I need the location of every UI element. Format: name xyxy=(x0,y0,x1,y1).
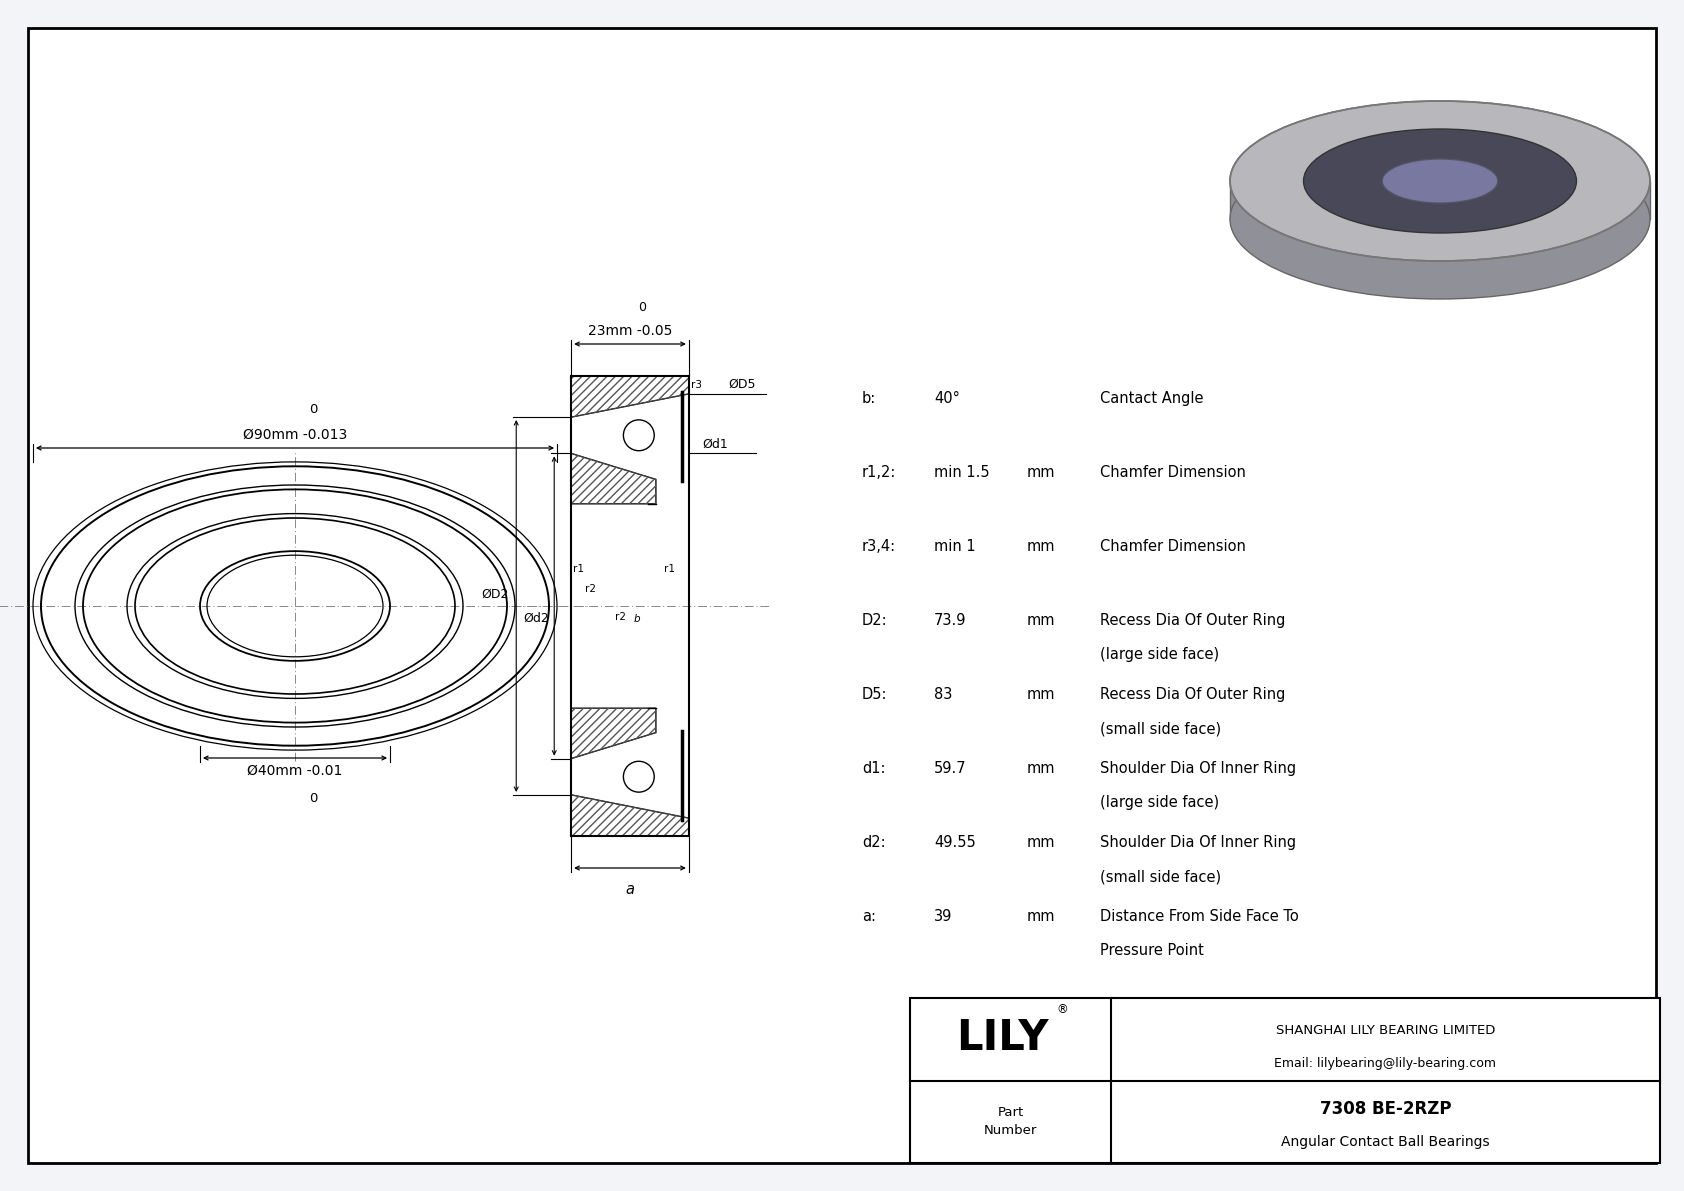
Text: mm: mm xyxy=(1027,613,1056,628)
Polygon shape xyxy=(571,454,655,504)
Text: ØD2: ØD2 xyxy=(482,587,509,600)
Text: Part
Number: Part Number xyxy=(983,1106,1037,1137)
Polygon shape xyxy=(571,794,689,836)
Text: r2: r2 xyxy=(615,612,626,622)
Text: min 1.5: min 1.5 xyxy=(935,464,990,480)
Text: 49.55: 49.55 xyxy=(935,835,975,850)
Text: r4: r4 xyxy=(667,380,677,389)
Text: Pressure Point: Pressure Point xyxy=(1100,943,1204,958)
Ellipse shape xyxy=(1383,160,1497,202)
Text: b: b xyxy=(633,615,640,624)
Text: a:: a: xyxy=(862,909,876,924)
Bar xyxy=(1229,181,1650,219)
Ellipse shape xyxy=(1229,139,1650,299)
Text: 0: 0 xyxy=(308,792,317,805)
Text: Shoulder Dia Of Inner Ring: Shoulder Dia Of Inner Ring xyxy=(1100,761,1297,777)
Text: 23mm -0.05: 23mm -0.05 xyxy=(588,324,672,338)
Text: r1,2:: r1,2: xyxy=(862,464,896,480)
Text: Email: lilybearing@lily-bearing.com: Email: lilybearing@lily-bearing.com xyxy=(1275,1058,1497,1071)
Text: r3: r3 xyxy=(690,380,702,389)
Text: 0: 0 xyxy=(638,301,647,314)
Bar xyxy=(909,998,1660,1162)
Polygon shape xyxy=(571,376,689,417)
Text: D5:: D5: xyxy=(862,687,887,701)
Text: mm: mm xyxy=(1027,687,1056,701)
Text: Recess Dia Of Outer Ring: Recess Dia Of Outer Ring xyxy=(1100,613,1285,628)
Text: 39: 39 xyxy=(935,909,953,924)
Ellipse shape xyxy=(1303,129,1576,233)
Text: (large side face): (large side face) xyxy=(1100,647,1219,662)
Text: Ød2: Ød2 xyxy=(524,611,549,624)
Text: 59.7: 59.7 xyxy=(935,761,967,777)
Text: r2: r2 xyxy=(586,584,596,594)
Text: Ø90mm -0.013: Ø90mm -0.013 xyxy=(242,428,347,442)
Text: mm: mm xyxy=(1027,835,1056,850)
Text: Shoulder Dia Of Inner Ring: Shoulder Dia Of Inner Ring xyxy=(1100,835,1297,850)
Text: mm: mm xyxy=(1027,540,1056,554)
Text: Ød1: Ød1 xyxy=(702,437,729,450)
Text: (small side face): (small side face) xyxy=(1100,869,1221,884)
Text: b:: b: xyxy=(862,391,876,406)
Text: min 1: min 1 xyxy=(935,540,975,554)
Text: 40°: 40° xyxy=(935,391,960,406)
Text: 73.9: 73.9 xyxy=(935,613,967,628)
Text: r3,4:: r3,4: xyxy=(862,540,896,554)
Text: ®: ® xyxy=(1056,1003,1068,1016)
Text: r1: r1 xyxy=(573,565,584,574)
Text: d1:: d1: xyxy=(862,761,886,777)
Ellipse shape xyxy=(1229,101,1650,261)
Text: mm: mm xyxy=(1027,761,1056,777)
Text: (large side face): (large side face) xyxy=(1100,796,1219,810)
Text: r1: r1 xyxy=(573,382,584,392)
Text: d2:: d2: xyxy=(862,835,886,850)
Text: mm: mm xyxy=(1027,464,1056,480)
Text: 0: 0 xyxy=(308,403,317,416)
Text: Recess Dia Of Outer Ring: Recess Dia Of Outer Ring xyxy=(1100,687,1285,701)
Text: Chamfer Dimension: Chamfer Dimension xyxy=(1100,540,1246,554)
Text: Chamfer Dimension: Chamfer Dimension xyxy=(1100,464,1246,480)
Text: a: a xyxy=(625,883,635,897)
Text: mm: mm xyxy=(1027,909,1056,924)
Polygon shape xyxy=(571,709,655,759)
Text: r1: r1 xyxy=(663,565,675,574)
Text: Distance From Side Face To: Distance From Side Face To xyxy=(1100,909,1298,924)
Text: SHANGHAI LILY BEARING LIMITED: SHANGHAI LILY BEARING LIMITED xyxy=(1276,1024,1495,1037)
Text: Angular Contact Ball Bearings: Angular Contact Ball Bearings xyxy=(1282,1135,1490,1148)
Text: 7308 BE-2RZP: 7308 BE-2RZP xyxy=(1320,1099,1452,1117)
Text: D2:: D2: xyxy=(862,613,887,628)
Text: r2: r2 xyxy=(589,380,600,389)
Text: Ø40mm -0.01: Ø40mm -0.01 xyxy=(248,763,342,778)
Text: Cantact Angle: Cantact Angle xyxy=(1100,391,1204,406)
Text: (small side face): (small side face) xyxy=(1100,721,1221,736)
Text: 83: 83 xyxy=(935,687,953,701)
Text: ØD5: ØD5 xyxy=(729,378,756,391)
Text: LILY: LILY xyxy=(957,1017,1049,1059)
